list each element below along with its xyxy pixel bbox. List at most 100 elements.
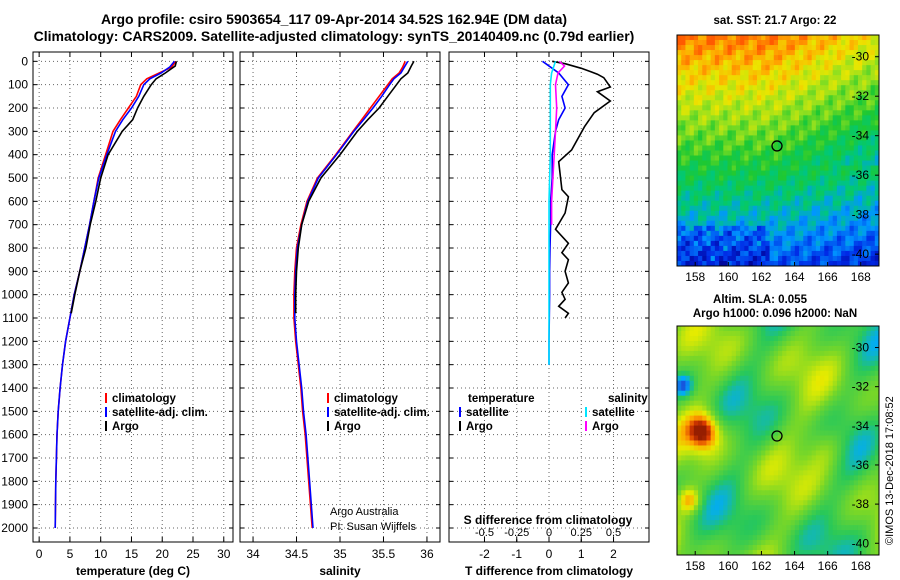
- x-tick-label: 166: [818, 270, 838, 284]
- y-tick-label: 1000: [1, 288, 28, 302]
- series-line-satellite-adj-clim-: [54, 60, 176, 529]
- legend-label: Argo: [112, 421, 139, 433]
- y-tick-label: 1800: [1, 474, 28, 488]
- legend-label: climatology: [334, 393, 399, 405]
- sst-map-title: sat. SST: 21.7 Argo: 22: [714, 15, 837, 27]
- salinity-x-tick-label: 0: [546, 527, 552, 539]
- y-tick-label: 600: [8, 194, 28, 208]
- x-tick-label: 5: [67, 547, 74, 561]
- y-tick-label: 500: [8, 171, 28, 185]
- x-axis-label: T difference from climatology: [465, 564, 633, 578]
- y-tick-label: -38: [852, 497, 870, 511]
- x-tick-label: 0: [546, 547, 553, 561]
- y-tick-label: -40: [852, 536, 870, 550]
- y-tick-label: -34: [852, 129, 870, 143]
- x-tick-label: 158: [685, 270, 705, 284]
- x-tick-label: -2: [479, 547, 490, 561]
- argo-float-marker: [771, 430, 783, 442]
- x-tick-label: 162: [751, 270, 771, 284]
- y-tick-label: 100: [8, 78, 28, 92]
- y-tick-label: 1900: [1, 498, 28, 512]
- y-tick-label: 300: [8, 124, 28, 138]
- y-tick-label: 900: [8, 264, 28, 278]
- y-tick-label: 1100: [2, 311, 28, 325]
- map-field: [677, 326, 879, 555]
- y-tick-label: 1200: [1, 334, 28, 348]
- x-tick-label: -1: [511, 547, 522, 561]
- credit-line1: Argo Australia: [330, 506, 399, 518]
- y-tick-label: -34: [852, 419, 870, 433]
- map-frame: [676, 34, 880, 267]
- plot-frame: [32, 51, 234, 543]
- x-axis-label: temperature (deg C): [76, 564, 190, 578]
- x-tick-label: 168: [851, 559, 871, 573]
- legend-title-salinity: salinity: [608, 393, 648, 405]
- x-tick-label: 34: [246, 547, 260, 561]
- x-axis-label: salinity: [319, 564, 361, 578]
- x-tick-label: 10: [94, 547, 108, 561]
- legend-label: Argo: [334, 421, 361, 433]
- series-line-salinity-argo: [550, 60, 566, 225]
- y-tick-label: 200: [8, 101, 28, 115]
- x-tick-label: 30: [217, 547, 231, 561]
- y-tick-label: 2000: [1, 521, 28, 535]
- salinity-x-tick-label: -0.5: [475, 527, 494, 539]
- y-tick-label: 1700: [1, 451, 28, 465]
- y-tick-label: -36: [852, 458, 870, 472]
- temperature-profile-panel: 0 5 10 15 20 25 300100200300400500600700800900…: [1, 51, 234, 578]
- x-tick-label: 35: [333, 547, 347, 561]
- x-tick-label: 168: [851, 270, 871, 284]
- argo-float-marker: [771, 140, 783, 152]
- salinity-profile-panel: 34 34.5 35 35.5 36 salinity climatology satelli…: [239, 51, 441, 578]
- legend-label: satellite-adj. clim.: [112, 407, 208, 419]
- x-tick-label: 0: [36, 547, 43, 561]
- x-tick-label: 166: [818, 559, 838, 573]
- legend-title-temperature: temperature: [468, 393, 534, 405]
- legend-label: satellite-adj. clim.: [334, 407, 430, 419]
- x-tick-label: 35.5: [372, 547, 396, 561]
- y-tick-label: 1500: [1, 404, 28, 418]
- credit-line2: PI: Susan Wijffels: [330, 521, 416, 533]
- y-tick-label: 1400: [1, 381, 28, 395]
- sla-map-title-line2: Argo h1000: 0.096 h2000: NaN: [693, 308, 857, 320]
- x-tick-label: 36: [420, 547, 434, 561]
- x-tick-label: 164: [785, 270, 805, 284]
- legend-label: climatology: [112, 393, 177, 405]
- salinity-x-tick-label: 0.25: [571, 527, 592, 539]
- timestamp-label: ©IMOS 13-Dec-2018 17:08:52: [884, 396, 896, 545]
- y-tick-label: 400: [8, 148, 28, 162]
- y-tick-label: 800: [8, 241, 28, 255]
- x-tick-label: 164: [785, 559, 805, 573]
- x-tick-label: 2: [610, 547, 617, 561]
- y-tick-label: 0: [21, 54, 28, 68]
- legend-label: satellite: [466, 407, 509, 419]
- series-line-satellite-adj-clim-: [293, 60, 409, 529]
- series-line-temperature-argo: [552, 60, 612, 319]
- y-tick-label: 1300: [1, 358, 28, 372]
- series-line-salinity-satellite: [548, 61, 557, 365]
- x-tick-label: 158: [685, 559, 705, 573]
- x-tick-label: 1: [578, 547, 585, 561]
- sst-map-panel: sat. SST: 21.7 Argo: 22 158 160 162 164 166 16…: [676, 15, 880, 284]
- salinity-x-tick-label: 0.5: [606, 527, 621, 539]
- figure-title-line1: Argo profile: csiro 5903654_117 09-Apr-2…: [101, 11, 567, 27]
- x-tick-label: 160: [718, 270, 738, 284]
- map-frame: [676, 325, 880, 556]
- x-tick-label: 20: [156, 547, 170, 561]
- x-tick-label: 160: [718, 559, 738, 573]
- series-line-argo: [294, 60, 415, 314]
- x-tick-label: 162: [751, 559, 771, 573]
- salinity-difference-axis-label: S difference from climatology: [464, 513, 633, 527]
- y-tick-label: 700: [8, 218, 28, 232]
- figure-title-line2: Climatology: CARS2009. Satellite-adjuste…: [34, 28, 635, 44]
- sla-map-title-line1: Altim. SLA: 0.055: [713, 294, 808, 306]
- y-tick-label: -30: [852, 50, 870, 64]
- map-field: [677, 35, 879, 266]
- x-tick-label: 25: [186, 547, 200, 561]
- series-line-argo: [70, 61, 178, 314]
- y-tick-label: -30: [852, 341, 870, 355]
- y-tick-label: -38: [852, 208, 870, 222]
- legend-label: Argo: [592, 421, 619, 433]
- x-tick-label: 15: [125, 547, 139, 561]
